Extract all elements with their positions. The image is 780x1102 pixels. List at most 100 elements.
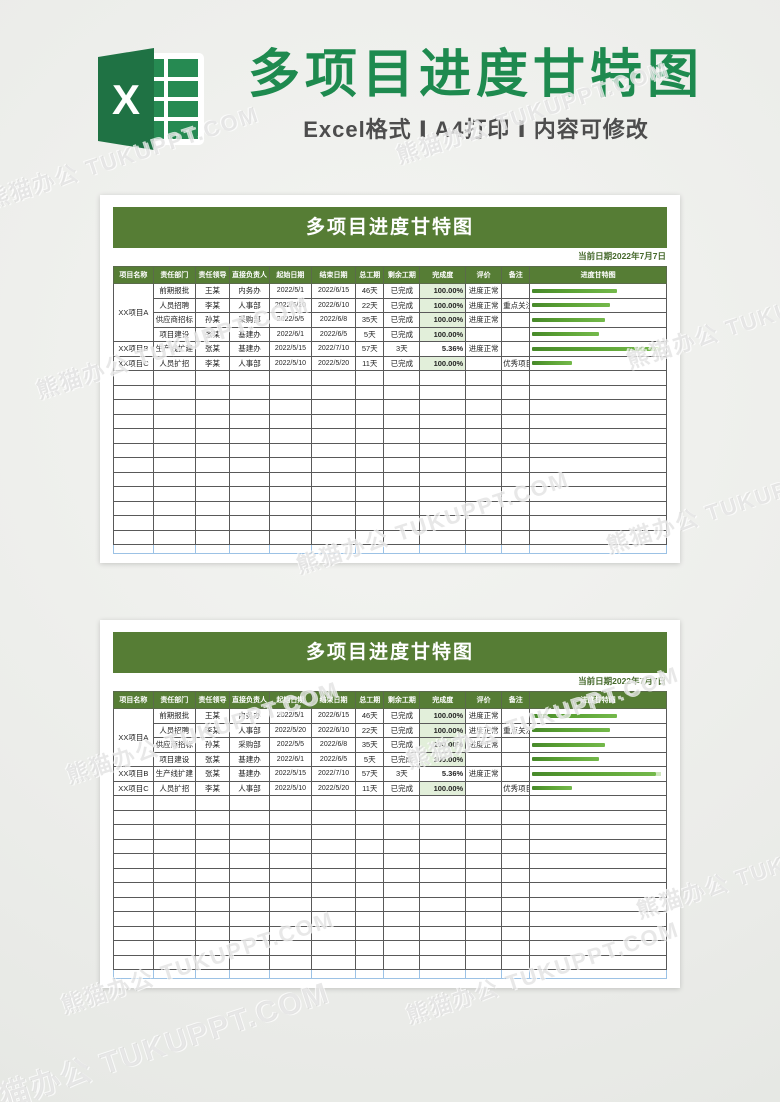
empty-cell[interactable] (383, 428, 421, 444)
cell-project-name[interactable]: XX项目A (113, 283, 154, 342)
footer-cell[interactable] (501, 969, 531, 979)
cell-total-duration[interactable]: 46天 (355, 283, 385, 299)
column-header[interactable]: 总工期 (355, 266, 385, 284)
cell-start-date[interactable]: 2022/5/1 (268, 283, 312, 299)
footer-cell[interactable] (465, 544, 503, 554)
empty-cell[interactable] (529, 795, 667, 811)
footer-cell[interactable] (419, 544, 467, 554)
cell-remaining[interactable]: 已完成 (383, 722, 421, 738)
empty-cell[interactable] (355, 824, 385, 840)
empty-cell[interactable] (501, 486, 531, 502)
empty-cell[interactable] (529, 428, 667, 444)
column-header[interactable]: 结束日期 (310, 691, 357, 709)
empty-cell[interactable] (419, 442, 467, 458)
empty-cell[interactable] (465, 384, 503, 400)
empty-cell[interactable] (268, 795, 312, 811)
cell-task-name[interactable]: 人员招聘 (152, 297, 196, 313)
empty-cell[interactable] (355, 442, 385, 458)
empty-cell[interactable] (383, 867, 421, 883)
cell-completion-pct[interactable]: 5.36% (419, 341, 467, 357)
empty-cell[interactable] (113, 853, 154, 869)
empty-cell[interactable] (152, 471, 196, 487)
empty-cell[interactable] (529, 471, 667, 487)
empty-cell[interactable] (529, 882, 667, 898)
empty-cell[interactable] (152, 838, 196, 854)
empty-cell[interactable] (268, 867, 312, 883)
cell-evaluation[interactable] (465, 326, 503, 342)
column-header[interactable]: 直接负责人 (229, 266, 270, 284)
empty-cell[interactable] (268, 809, 312, 825)
empty-cell[interactable] (229, 838, 270, 854)
cell-total-duration[interactable]: 57天 (355, 341, 385, 357)
empty-cell[interactable] (113, 940, 154, 956)
empty-cell[interactable] (355, 413, 385, 429)
empty-cell[interactable] (529, 442, 667, 458)
empty-cell[interactable] (152, 370, 196, 386)
empty-cell[interactable] (501, 413, 531, 429)
cell-evaluation[interactable]: 进度正常 (465, 297, 503, 313)
empty-cell[interactable] (310, 486, 357, 502)
empty-cell[interactable] (268, 370, 312, 386)
empty-cell[interactable] (310, 384, 357, 400)
column-header[interactable]: 起始日期 (268, 691, 312, 709)
empty-cell[interactable] (465, 529, 503, 545)
empty-cell[interactable] (355, 500, 385, 516)
empty-cell[interactable] (355, 795, 385, 811)
empty-cell[interactable] (152, 413, 196, 429)
empty-cell[interactable] (229, 795, 270, 811)
column-header[interactable]: 剩余工期 (383, 266, 421, 284)
empty-cell[interactable] (419, 925, 467, 941)
cell-owner[interactable]: 人事部 (229, 780, 270, 796)
cell-leader[interactable]: 孙某 (194, 737, 231, 753)
empty-cell[interactable] (383, 457, 421, 473)
cell-total-duration[interactable]: 11天 (355, 780, 385, 796)
empty-cell[interactable] (465, 486, 503, 502)
empty-cell[interactable] (419, 853, 467, 869)
cell-end-date[interactable]: 2022/7/10 (310, 341, 357, 357)
cell-total-duration[interactable]: 11天 (355, 355, 385, 371)
empty-cell[interactable] (152, 428, 196, 444)
empty-cell[interactable] (465, 824, 503, 840)
empty-cell[interactable] (194, 428, 231, 444)
cell-start-date[interactable]: 2022/5/5 (268, 312, 312, 328)
empty-cell[interactable] (529, 529, 667, 545)
empty-cell[interactable] (419, 457, 467, 473)
empty-cell[interactable] (465, 370, 503, 386)
empty-cell[interactable] (113, 471, 154, 487)
empty-cell[interactable] (355, 428, 385, 444)
cell-note[interactable] (501, 766, 531, 782)
empty-cell[interactable] (113, 824, 154, 840)
empty-cell[interactable] (310, 824, 357, 840)
empty-cell[interactable] (355, 882, 385, 898)
empty-cell[interactable] (268, 471, 312, 487)
empty-cell[interactable] (355, 457, 385, 473)
footer-cell[interactable] (310, 544, 357, 554)
cell-owner[interactable]: 人事部 (229, 297, 270, 313)
cell-remaining[interactable]: 已完成 (383, 708, 421, 724)
cell-start-date[interactable]: 2022/6/1 (268, 326, 312, 342)
empty-cell[interactable] (419, 940, 467, 956)
cell-note[interactable] (501, 283, 531, 299)
empty-cell[interactable] (501, 795, 531, 811)
empty-cell[interactable] (355, 399, 385, 415)
column-header[interactable]: 项目名称 (113, 691, 154, 709)
cell-task-name[interactable]: 项目建设 (152, 326, 196, 342)
empty-cell[interactable] (419, 882, 467, 898)
cell-completion-pct[interactable]: 100.00% (419, 722, 467, 738)
empty-cell[interactable] (419, 867, 467, 883)
cell-task-name[interactable]: 生产线扩建 (152, 766, 196, 782)
column-header[interactable]: 项目名称 (113, 266, 154, 284)
empty-cell[interactable] (113, 954, 154, 970)
cell-remaining[interactable]: 已完成 (383, 751, 421, 767)
empty-cell[interactable] (268, 529, 312, 545)
footer-cell[interactable] (501, 544, 531, 554)
empty-cell[interactable] (152, 954, 196, 970)
cell-gantt[interactable] (529, 312, 667, 328)
empty-cell[interactable] (268, 486, 312, 502)
empty-cell[interactable] (310, 940, 357, 956)
cell-leader[interactable]: 王某 (194, 283, 231, 299)
empty-cell[interactable] (152, 867, 196, 883)
cell-owner[interactable]: 人事部 (229, 355, 270, 371)
empty-cell[interactable] (268, 515, 312, 531)
empty-cell[interactable] (268, 954, 312, 970)
